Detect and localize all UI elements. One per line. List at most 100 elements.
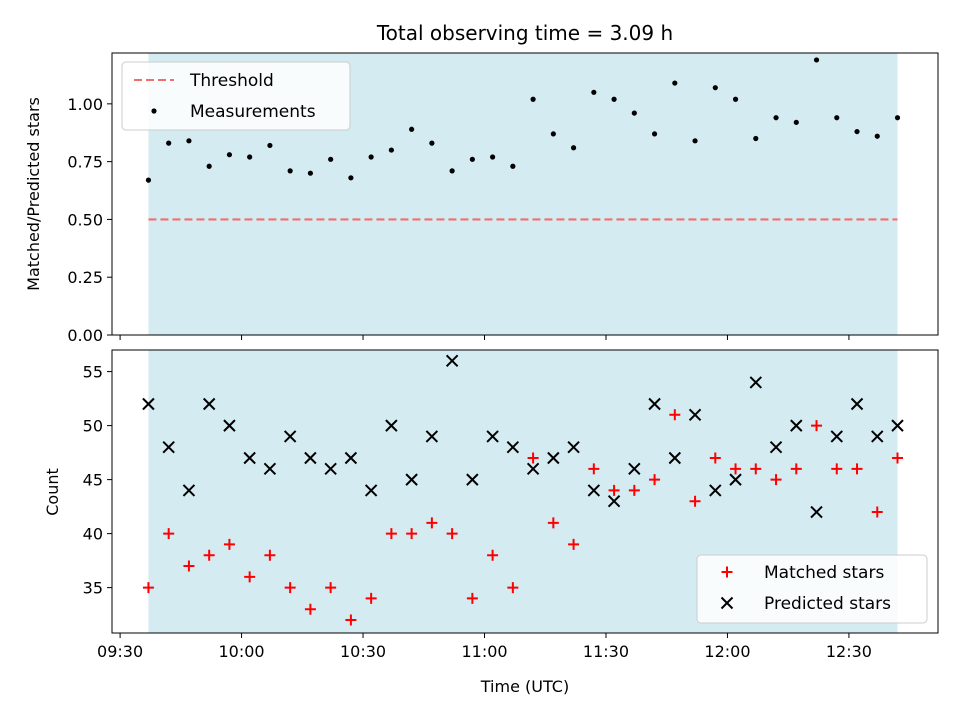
bottom-y-tick-label: 35 xyxy=(83,579,103,598)
top-y-tick-label: 1.00 xyxy=(67,95,103,114)
matched-star-point xyxy=(689,495,701,507)
predicted-star-point xyxy=(445,354,459,368)
measurement-point xyxy=(186,138,192,144)
matched-star-point xyxy=(547,517,559,529)
measurement-point xyxy=(793,119,799,125)
predicted-star-point xyxy=(567,441,580,454)
bottom-y-tick-label: 50 xyxy=(83,417,103,436)
measurement-point xyxy=(773,115,779,121)
predicted-star-point xyxy=(790,419,803,432)
measurement-point xyxy=(267,142,273,149)
bottom-legend-box xyxy=(696,554,928,624)
measurement-point xyxy=(611,96,617,102)
matched-star-point xyxy=(385,528,397,540)
predicted-star-point xyxy=(283,430,297,443)
measurement-point xyxy=(409,126,415,132)
predicted-star-point xyxy=(729,473,742,486)
measurement-point xyxy=(469,156,475,162)
matched-star-point xyxy=(365,592,377,604)
matched-star-point xyxy=(163,528,175,540)
predicted-star-point xyxy=(668,451,682,465)
matched-star-point xyxy=(831,463,843,475)
top-axes-frame xyxy=(111,52,939,336)
matched-star-point xyxy=(669,409,681,421)
x-tick-label: 11:30 xyxy=(583,642,629,661)
predicted-star-point xyxy=(769,441,783,454)
measurement-point xyxy=(753,135,759,142)
predicted-star-point xyxy=(810,505,823,519)
predicted-star-point xyxy=(182,484,196,497)
predicted-star-point xyxy=(364,484,378,497)
matched-star-point xyxy=(264,549,276,561)
measurement-point xyxy=(732,96,739,102)
measurement-point xyxy=(247,154,253,160)
matched-star-point xyxy=(426,517,438,529)
predicted-star-point xyxy=(405,473,418,486)
legend-measurements-swatch xyxy=(151,108,157,114)
bottom-axes-frame xyxy=(111,349,939,634)
predicted-star-point xyxy=(243,451,256,465)
matched-star-point xyxy=(304,603,316,615)
matched-star-point xyxy=(811,420,823,432)
matched-star-point xyxy=(608,484,620,496)
x-tick-label: 12:00 xyxy=(704,642,750,661)
predicted-star-point xyxy=(223,419,236,432)
x-axis-label: Time (UTC) xyxy=(480,677,569,696)
matched-star-point xyxy=(142,582,154,594)
bottom-legend: Matched stars Predicted stars xyxy=(696,554,928,624)
matched-star-point xyxy=(244,571,256,583)
predicted-star-point xyxy=(344,451,358,465)
measurement-point xyxy=(834,115,840,121)
predicted-star-point xyxy=(263,462,277,476)
predicted-star-point xyxy=(648,397,661,411)
x-tick-label: 11:00 xyxy=(461,642,507,661)
matched-star-point xyxy=(466,592,478,604)
predicted-star-point xyxy=(486,430,499,443)
legend-measurements-label: Measurements xyxy=(190,102,316,122)
legend-predicted-label: Predicted stars xyxy=(764,594,891,614)
measurement-point xyxy=(530,96,536,102)
matched-star-point xyxy=(790,463,802,475)
measurement-point xyxy=(550,131,556,137)
matched-star-point xyxy=(527,452,539,464)
predicted-star-point xyxy=(526,462,540,476)
measurement-point xyxy=(490,154,496,160)
measurement-point xyxy=(226,152,233,158)
predicted-star-point xyxy=(709,484,722,497)
legend-plus-mark xyxy=(721,566,733,578)
predicted-star-point xyxy=(142,397,155,411)
matched-star-point xyxy=(284,582,296,594)
predicted-star-point xyxy=(425,430,439,443)
matched-star-point xyxy=(446,528,458,540)
predicted-star-point xyxy=(466,473,479,486)
matched-star-point xyxy=(851,463,863,475)
predicted-star-point xyxy=(607,495,621,508)
measurement-point xyxy=(692,138,698,144)
x-tick-label: 12:30 xyxy=(826,642,872,661)
measurement-point xyxy=(449,168,455,174)
predicted-star-point xyxy=(871,430,884,443)
predicted-star-point xyxy=(324,462,337,476)
legend-predicted-swatch xyxy=(720,596,734,610)
predicted-star-point xyxy=(830,430,843,443)
matched-star-point xyxy=(730,463,742,475)
legend-matched-swatch xyxy=(721,566,733,578)
matched-star-point xyxy=(628,484,640,496)
predicted-star-point xyxy=(506,441,520,454)
bottom-y-tick-label: 40 xyxy=(83,525,103,544)
matched-star-point xyxy=(892,452,904,464)
measurement-point xyxy=(510,163,516,169)
chart-title: Total observing time = 3.09 h xyxy=(376,21,673,45)
matched-star-point xyxy=(507,582,519,594)
measurement-point xyxy=(591,89,597,95)
matched-star-point xyxy=(325,582,337,594)
legend-threshold-label: Threshold xyxy=(189,71,274,91)
x-tick-label: 10:00 xyxy=(219,642,265,661)
matched-star-point xyxy=(345,614,357,626)
predicted-star-point xyxy=(688,408,702,422)
predicted-star-point xyxy=(850,397,864,411)
top-y-tick-label: 0.25 xyxy=(67,268,103,287)
measurement-point xyxy=(712,85,718,91)
measurement-point xyxy=(287,168,293,174)
